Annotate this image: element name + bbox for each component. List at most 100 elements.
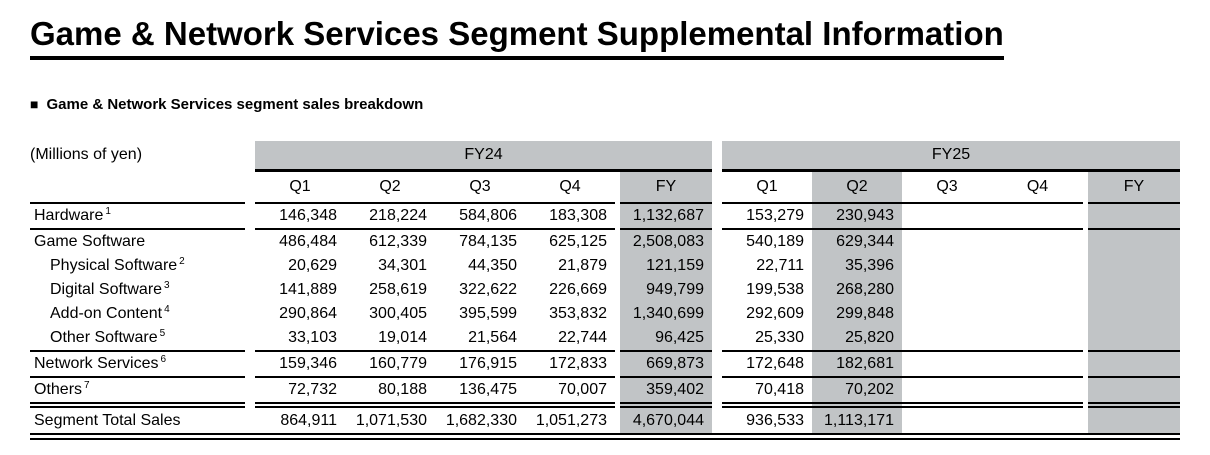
rule-segment	[435, 201, 525, 204]
value-cell: 230,943	[812, 203, 902, 228]
value-cell: 540,189	[746, 232, 804, 250]
rule-segment	[525, 227, 615, 230]
rule-segment	[30, 375, 245, 378]
value-cell	[1088, 203, 1180, 228]
value-cell	[1088, 407, 1180, 433]
rule-segment	[722, 201, 812, 204]
row-label: Other Software 5	[50, 327, 166, 346]
rule-segment	[255, 201, 345, 204]
table-rule	[30, 401, 1180, 408]
value-cell: 322,622	[459, 280, 517, 298]
rule-segment	[1088, 227, 1180, 230]
rule-segment	[620, 349, 712, 352]
section-heading-label: Game & Network Services segment sales br…	[46, 95, 424, 113]
sales-breakdown-table: (Millions of yen) FY24 FY25 Q1 Q2 Q3 Q4 FY Q1 Q2 Q…	[30, 140, 1180, 440]
table-row: Segment Total Sales 864,911 1,071,530 1,682…	[30, 407, 1180, 433]
column-header-fy25-q2: Q2	[812, 171, 902, 202]
group-header-fy24: FY24	[255, 140, 712, 172]
value-cell: 35,396	[812, 253, 902, 278]
footnote-marker: 7	[84, 379, 90, 391]
row-label: Hardware 1	[34, 205, 111, 224]
value-cell: 19,014	[378, 328, 427, 346]
rule-segment	[1088, 375, 1180, 378]
rule-segment	[255, 401, 345, 408]
row-label: Network Services 6	[34, 353, 167, 372]
rule-segment	[525, 375, 615, 378]
rule-segment	[345, 227, 435, 230]
value-cell: 218,224	[369, 206, 427, 224]
column-header-fy24-q3: Q3	[469, 177, 491, 195]
value-cell	[902, 230, 992, 254]
value-cell	[902, 408, 992, 433]
value-cell: 486,484	[279, 232, 337, 250]
value-cell: 80,188	[378, 380, 427, 398]
rule-segment	[1088, 401, 1180, 408]
value-cell	[992, 302, 1083, 326]
group-header-fy25: FY25	[722, 140, 1180, 172]
value-cell: 299,848	[812, 301, 902, 326]
row-label: Digital Software 3	[50, 279, 170, 298]
value-cell	[1088, 377, 1180, 402]
value-cell: 22,711	[756, 256, 804, 274]
rule-segment	[722, 227, 812, 230]
footnote-marker: 3	[164, 279, 170, 291]
value-cell: 146,348	[279, 206, 337, 224]
value-cell: 199,538	[746, 280, 804, 298]
value-cell	[992, 352, 1083, 376]
value-cell: 25,330	[755, 328, 804, 346]
table-rule	[30, 201, 1180, 204]
page-title: Game & Network Services Segment Suppleme…	[30, 15, 1004, 60]
page: Game & Network Services Segment Suppleme…	[30, 15, 1180, 440]
rule-segment	[992, 349, 1083, 352]
column-header-fy24-q2: Q2	[379, 177, 401, 195]
value-cell	[992, 408, 1083, 433]
footnote-marker: 5	[159, 327, 166, 339]
value-cell: 153,279	[746, 206, 804, 224]
value-cell	[992, 204, 1083, 228]
value-cell: 625,125	[549, 232, 607, 250]
rule-segment	[992, 227, 1083, 230]
value-cell: 268,280	[812, 277, 902, 302]
value-cell: 290,864	[279, 304, 337, 322]
rule-segment	[620, 227, 712, 230]
rule-segment	[1088, 349, 1180, 352]
value-cell: 21,564	[468, 328, 517, 346]
table-row: Network Services 6 159,346 160,779 176,915 17…	[30, 351, 1180, 376]
footnote-marker: 4	[164, 303, 170, 315]
column-header-fy25-fy: FY	[1088, 171, 1180, 202]
rule-segment	[620, 375, 712, 378]
rule-segment	[620, 401, 712, 408]
value-cell: 1,113,171	[812, 407, 902, 433]
value-cell: 629,344	[812, 229, 902, 254]
rule-segment	[812, 349, 902, 352]
value-cell: 936,533	[746, 411, 804, 429]
rule-segment	[812, 401, 902, 408]
value-cell	[902, 352, 992, 376]
value-cell: 395,599	[459, 304, 517, 322]
rule-segment	[902, 227, 992, 230]
rule-segment	[345, 349, 435, 352]
rule-segment	[255, 349, 345, 352]
rule-segment	[902, 349, 992, 352]
value-cell	[902, 278, 992, 302]
value-cell: 96,425	[620, 325, 712, 350]
rule-segment	[345, 401, 435, 408]
rule-segment	[525, 201, 615, 204]
value-cell: 4,670,044	[620, 407, 712, 433]
units-label: (Millions of yen)	[30, 145, 143, 163]
table-row: Hardware 1 146,348 218,224 584,806 183,308 1,1…	[30, 203, 1180, 228]
rule-segment	[902, 375, 992, 378]
table-rule	[30, 227, 1180, 230]
rule-segment	[435, 227, 525, 230]
value-cell: 182,681	[812, 351, 902, 376]
rule-segment	[812, 375, 902, 378]
value-cell: 300,405	[369, 304, 427, 322]
value-cell: 669,873	[620, 351, 712, 376]
value-cell: 784,135	[459, 232, 517, 250]
column-header-fy24-q4: Q4	[559, 177, 581, 195]
value-cell: 160,779	[369, 354, 427, 372]
value-cell	[992, 230, 1083, 254]
rule-segment	[525, 349, 615, 352]
value-cell: 1,340,699	[620, 301, 712, 326]
value-cell	[992, 278, 1083, 302]
